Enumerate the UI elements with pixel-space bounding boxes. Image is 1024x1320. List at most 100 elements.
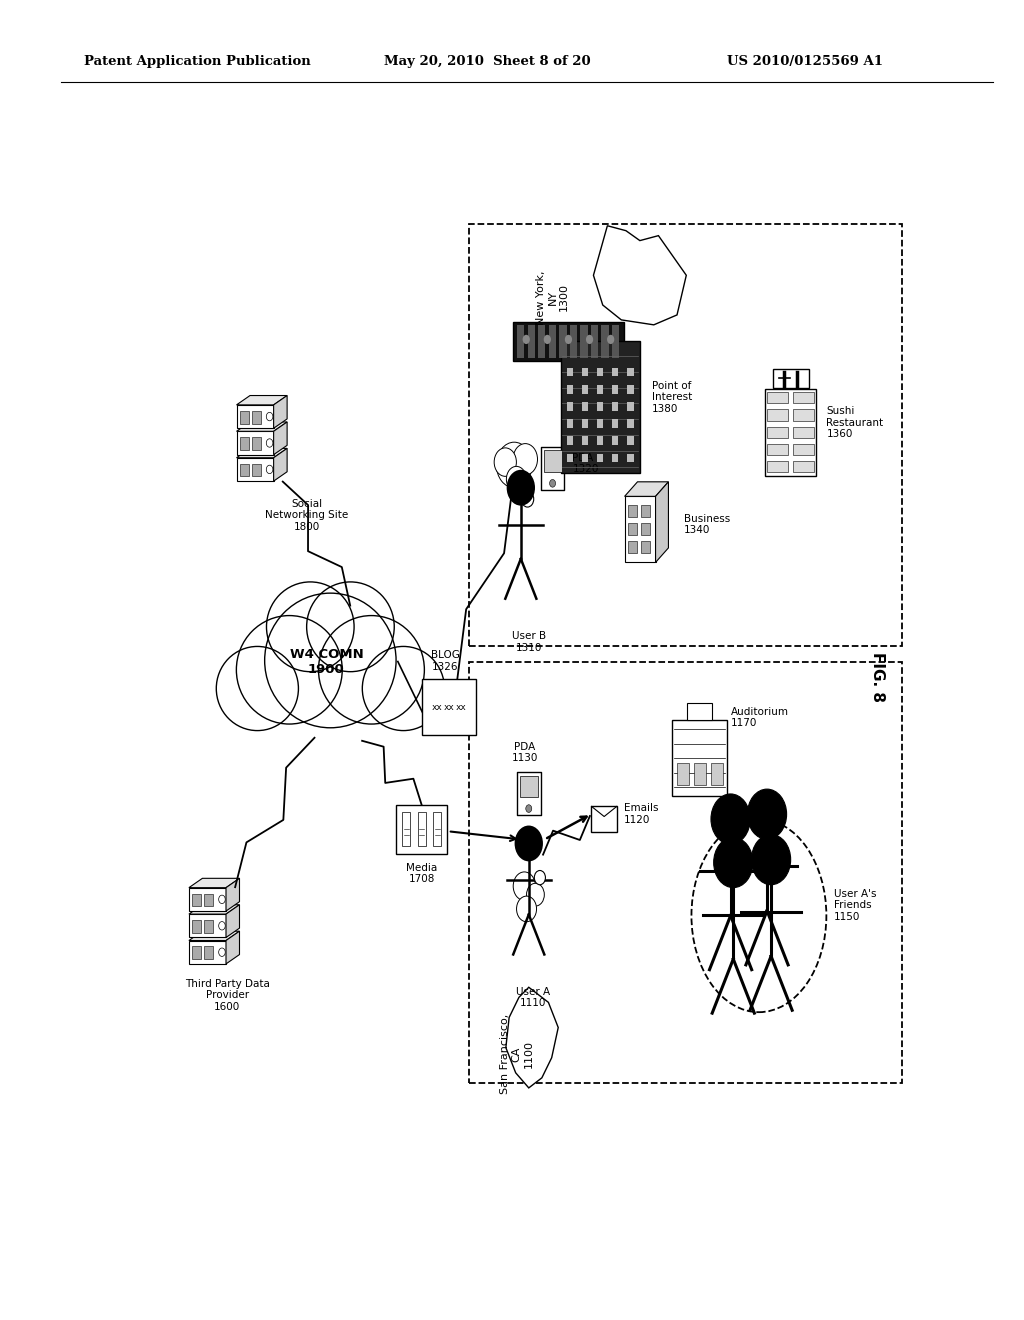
Text: BLOG
1326: BLOG 1326 xyxy=(431,649,460,672)
Bar xyxy=(433,812,441,846)
Bar xyxy=(627,420,634,428)
Text: Emails
1120: Emails 1120 xyxy=(624,803,658,825)
Text: Business
1340: Business 1340 xyxy=(684,513,730,535)
Bar xyxy=(237,458,273,480)
Circle shape xyxy=(508,471,535,504)
Bar xyxy=(767,444,788,455)
Circle shape xyxy=(607,335,614,345)
Text: Media
1708: Media 1708 xyxy=(406,863,437,884)
Bar xyxy=(582,403,588,411)
Text: San Francisco,
CA
1100: San Francisco, CA 1100 xyxy=(501,1014,534,1094)
Bar xyxy=(205,920,213,933)
Text: User B
1310: User B 1310 xyxy=(512,631,546,652)
Circle shape xyxy=(266,412,272,421)
Circle shape xyxy=(714,837,753,887)
Polygon shape xyxy=(226,904,240,937)
Bar xyxy=(188,941,226,964)
Text: Point of
Interest
1380: Point of Interest 1380 xyxy=(651,380,692,414)
Bar xyxy=(687,704,712,719)
Circle shape xyxy=(513,444,538,475)
Bar xyxy=(711,763,723,785)
Bar xyxy=(418,812,426,846)
Bar xyxy=(641,506,650,517)
Text: PDA
1320: PDA 1320 xyxy=(572,453,599,474)
Bar xyxy=(628,506,638,517)
Polygon shape xyxy=(237,396,287,405)
Bar xyxy=(517,772,541,814)
Text: Social
Networking Site
1800: Social Networking Site 1800 xyxy=(265,499,348,532)
Bar xyxy=(628,523,638,535)
Bar xyxy=(612,385,618,393)
Bar xyxy=(641,541,650,553)
Text: Auditorium
1170: Auditorium 1170 xyxy=(731,706,790,729)
Bar xyxy=(567,403,573,411)
Bar xyxy=(549,325,556,358)
Bar xyxy=(517,325,524,358)
Bar xyxy=(694,763,707,785)
Polygon shape xyxy=(625,482,669,496)
Bar xyxy=(641,523,650,535)
Bar xyxy=(567,368,573,376)
Bar xyxy=(627,437,634,445)
Bar xyxy=(582,420,588,428)
Bar xyxy=(767,461,788,473)
Bar xyxy=(627,403,634,411)
Text: Third Party Data
Provider
1600: Third Party Data Provider 1600 xyxy=(184,978,269,1012)
Polygon shape xyxy=(188,878,240,887)
Bar xyxy=(772,368,809,388)
Text: May 20, 2010  Sheet 8 of 20: May 20, 2010 Sheet 8 of 20 xyxy=(384,55,591,69)
Bar xyxy=(539,325,546,358)
Bar xyxy=(597,403,603,411)
Bar xyxy=(423,680,476,735)
Bar xyxy=(205,946,213,960)
Circle shape xyxy=(748,789,786,840)
Bar xyxy=(193,946,201,960)
Bar xyxy=(612,368,618,376)
Polygon shape xyxy=(237,449,287,458)
Bar xyxy=(569,325,578,358)
Circle shape xyxy=(219,895,225,904)
Circle shape xyxy=(535,870,546,884)
Bar xyxy=(612,454,618,462)
Bar xyxy=(567,385,573,393)
Ellipse shape xyxy=(691,818,826,1012)
Circle shape xyxy=(522,335,529,345)
Bar xyxy=(612,403,618,411)
Bar xyxy=(582,385,588,393)
Text: xx: xx xyxy=(444,702,455,711)
Ellipse shape xyxy=(318,615,424,725)
Polygon shape xyxy=(506,987,558,1088)
Bar xyxy=(544,450,561,471)
Bar xyxy=(252,463,261,477)
Polygon shape xyxy=(655,482,669,562)
Bar xyxy=(402,812,411,846)
Circle shape xyxy=(497,442,531,487)
Polygon shape xyxy=(594,226,686,325)
Circle shape xyxy=(711,793,751,845)
Polygon shape xyxy=(273,449,287,480)
Bar xyxy=(188,887,226,911)
Text: US 2010/0125569 A1: US 2010/0125569 A1 xyxy=(727,55,883,69)
Bar xyxy=(582,454,588,462)
Bar xyxy=(677,763,689,785)
Bar xyxy=(541,447,564,490)
Circle shape xyxy=(544,335,551,345)
Bar xyxy=(767,392,788,404)
Bar xyxy=(193,894,201,907)
Text: xx: xx xyxy=(432,702,443,711)
Bar xyxy=(582,368,588,376)
Circle shape xyxy=(521,491,534,507)
Circle shape xyxy=(507,466,526,492)
Bar xyxy=(591,325,598,358)
Text: PDA
1130: PDA 1130 xyxy=(512,742,538,763)
Bar xyxy=(193,920,201,933)
Bar xyxy=(240,635,422,709)
Bar xyxy=(582,437,588,445)
Text: New York,
NY
1300: New York, NY 1300 xyxy=(536,271,569,325)
Bar xyxy=(612,420,618,428)
Text: xx: xx xyxy=(456,702,467,711)
Polygon shape xyxy=(188,931,240,941)
Bar xyxy=(581,325,588,358)
Bar xyxy=(560,342,640,474)
Polygon shape xyxy=(226,878,240,911)
